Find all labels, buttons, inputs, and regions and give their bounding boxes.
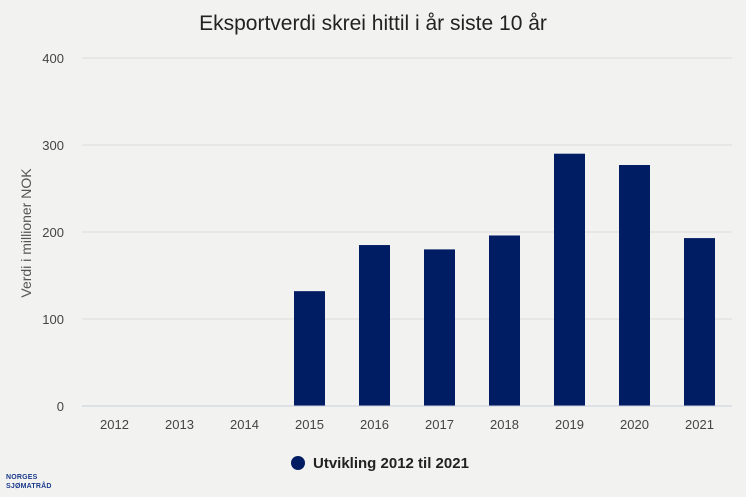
norges-sjomatrad-logo: NORGES SJØMATRÅD xyxy=(6,473,52,491)
y-tick-label: 400 xyxy=(42,51,64,66)
y-axis-label: Verdi i millioner NOK xyxy=(18,168,34,298)
chart-title: Eksportverdi skrei hittil i år siste 10 … xyxy=(199,12,547,35)
y-tick-label: 300 xyxy=(42,138,64,153)
bars xyxy=(294,153,715,406)
x-tick-label: 2017 xyxy=(425,417,454,432)
y-tick-label: 100 xyxy=(42,312,64,327)
bar-2016[interactable] xyxy=(359,245,390,406)
y-tick-label: 200 xyxy=(42,225,64,240)
logo-line-2: SJØMATRÅD xyxy=(6,483,52,490)
bar-2017[interactable] xyxy=(424,249,455,406)
x-tick-label: 2015 xyxy=(295,417,324,432)
legend[interactable]: Utvikling 2012 til 2021 xyxy=(291,455,469,472)
x-tick-label: 2018 xyxy=(490,417,519,432)
y-axis-ticks: 0 100 200 300 400 xyxy=(42,51,64,414)
x-tick-label: 2016 xyxy=(360,417,389,432)
bar-2021[interactable] xyxy=(684,238,715,406)
bar-2018[interactable] xyxy=(489,235,520,406)
bar-2015[interactable] xyxy=(294,291,325,406)
x-tick-label: 2014 xyxy=(230,417,259,432)
logo-line-1: NORGES xyxy=(6,474,38,481)
legend-marker xyxy=(291,456,305,470)
y-tick-label: 0 xyxy=(57,399,64,414)
x-tick-label: 2012 xyxy=(100,417,129,432)
x-tick-label: 2021 xyxy=(685,417,714,432)
x-tick-label: 2013 xyxy=(165,417,194,432)
x-tick-label: 2019 xyxy=(555,417,584,432)
bar-2020[interactable] xyxy=(619,165,650,406)
legend-label: Utvikling 2012 til 2021 xyxy=(313,455,469,472)
x-tick-label: 2020 xyxy=(620,417,649,432)
x-axis-ticks: 2012 2013 2014 2015 2016 2017 2018 2019 2020 2021 xyxy=(100,417,714,432)
bar-2019[interactable] xyxy=(554,153,585,406)
